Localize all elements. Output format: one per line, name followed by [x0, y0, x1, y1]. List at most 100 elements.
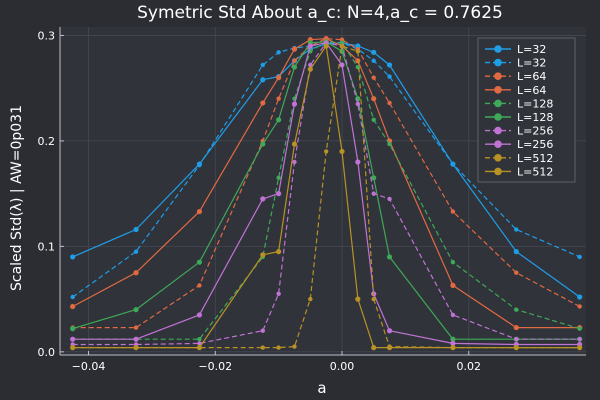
- data-point: [450, 340, 456, 346]
- data-point: [450, 345, 456, 351]
- data-point: [577, 326, 582, 331]
- data-point: [371, 296, 376, 302]
- x-tick-label: −0.02: [198, 360, 232, 373]
- data-point: [355, 159, 361, 165]
- data-point: [276, 75, 282, 81]
- data-point: [133, 226, 139, 233]
- data-point: [450, 282, 456, 288]
- legend-label: L=512: [517, 165, 553, 178]
- data-point: [514, 307, 519, 312]
- y-tick-label: 0.3: [38, 29, 56, 42]
- legend-marker: [494, 58, 502, 67]
- legend-label: L=512: [517, 152, 553, 165]
- data-point: [386, 345, 393, 351]
- x-tick-label: −0.04: [72, 360, 106, 373]
- data-point: [355, 43, 361, 49]
- data-point: [70, 336, 76, 342]
- data-point: [371, 49, 377, 55]
- data-point: [577, 336, 582, 342]
- data-point: [70, 345, 76, 351]
- data-point: [355, 101, 361, 107]
- data-point: [323, 43, 329, 49]
- legend-marker: [494, 86, 502, 94]
- data-point: [133, 307, 139, 313]
- x-axis-label: a: [317, 379, 326, 397]
- data-point: [387, 196, 392, 202]
- data-point: [291, 64, 298, 70]
- data-point: [307, 43, 313, 49]
- data-point: [577, 304, 582, 309]
- data-point: [133, 345, 139, 351]
- data-point: [196, 345, 203, 351]
- series-l-64-solid: [70, 36, 583, 331]
- data-point: [339, 62, 345, 68]
- data-point: [371, 58, 376, 63]
- x-tick-label: 0.02: [457, 360, 482, 373]
- data-point: [260, 141, 266, 147]
- data-point: [197, 283, 202, 288]
- axes: −0.04 −0.02 0.00 0.02 0.0 0.1 0.2 0.3: [38, 27, 586, 373]
- data-point: [197, 162, 202, 168]
- data-point: [133, 325, 139, 330]
- data-point: [514, 336, 519, 342]
- data-point: [371, 75, 376, 80]
- series-line: [72, 37, 580, 329]
- chart-title: Symetric Std About a_c: N=4,a_c = 0.7625: [137, 3, 503, 23]
- data-point: [308, 62, 313, 68]
- data-point: [307, 66, 313, 72]
- data-point: [339, 43, 345, 49]
- data-point: [260, 328, 265, 333]
- data-point: [276, 191, 282, 197]
- data-point: [386, 328, 393, 334]
- legend-marker: [494, 140, 502, 148]
- data-point: [260, 196, 266, 202]
- y-tick-label: 0.1: [38, 240, 56, 253]
- data-point: [292, 58, 297, 63]
- data-point: [197, 336, 202, 342]
- y-tick-label: 0.0: [38, 346, 56, 359]
- legend-marker: [494, 126, 502, 135]
- data-point: [260, 345, 265, 350]
- data-point: [133, 249, 139, 254]
- data-point: [355, 296, 361, 302]
- data-point: [577, 345, 583, 351]
- data-point: [260, 100, 266, 106]
- data-point: [292, 344, 297, 349]
- data-point: [196, 312, 203, 318]
- data-point: [70, 294, 75, 300]
- data-point: [514, 270, 519, 275]
- legend-label: L=64: [517, 84, 546, 97]
- data-point: [196, 259, 203, 265]
- data-point: [513, 324, 519, 331]
- series-l-512-solid: [70, 43, 583, 351]
- data-point: [514, 227, 519, 232]
- data-point: [276, 249, 282, 255]
- data-point: [276, 50, 281, 55]
- series-layer: [70, 36, 583, 351]
- data-point: [308, 296, 313, 302]
- data-point: [577, 294, 583, 300]
- data-point: [387, 100, 392, 106]
- data-point: [196, 208, 203, 215]
- data-point: [276, 117, 282, 123]
- data-point: [355, 58, 361, 64]
- legend-marker: [494, 72, 502, 80]
- y-tick-label: 0.2: [38, 135, 56, 148]
- x-tick-label: 0.00: [330, 360, 355, 373]
- data-point: [371, 345, 377, 351]
- data-point: [133, 270, 139, 276]
- data-point: [197, 341, 202, 346]
- data-point: [70, 326, 76, 332]
- legend-marker: [494, 154, 502, 162]
- data-point: [450, 336, 456, 342]
- data-point: [387, 74, 392, 79]
- data-point: [260, 62, 265, 68]
- data-point: [339, 148, 345, 155]
- legend: L=32L=32L=64L=64L=128L=128L=256L=256L=51…: [477, 37, 576, 183]
- legend-label: L=32: [517, 43, 546, 56]
- legend-label: L=32: [517, 57, 546, 70]
- data-point: [292, 159, 297, 165]
- data-point: [133, 336, 139, 342]
- legend-label: L=128: [517, 111, 553, 124]
